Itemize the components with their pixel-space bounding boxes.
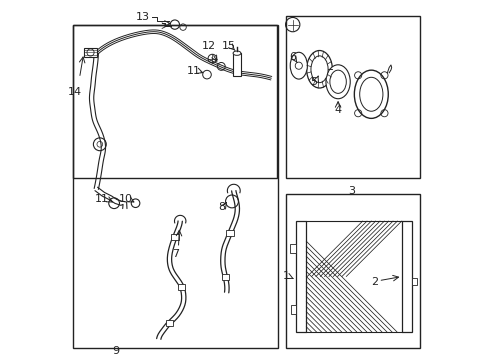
Bar xyxy=(83,48,97,57)
Text: 12: 12 xyxy=(202,41,215,51)
Bar xyxy=(285,194,419,348)
Text: 14: 14 xyxy=(68,87,81,98)
Text: 11: 11 xyxy=(95,194,109,203)
Text: 7: 7 xyxy=(172,249,179,259)
Bar xyxy=(401,221,411,332)
Text: 2: 2 xyxy=(370,277,378,287)
Bar xyxy=(226,230,233,236)
Ellipse shape xyxy=(325,65,349,99)
Bar xyxy=(296,221,305,332)
Bar xyxy=(233,53,241,76)
Text: 13: 13 xyxy=(135,12,149,22)
Text: 8: 8 xyxy=(218,202,225,212)
Text: 6: 6 xyxy=(288,52,296,62)
Text: 15: 15 xyxy=(221,41,235,51)
Ellipse shape xyxy=(354,70,387,118)
Bar xyxy=(305,221,401,332)
Text: 4: 4 xyxy=(334,105,341,115)
Bar xyxy=(171,234,178,240)
Ellipse shape xyxy=(359,77,382,111)
Ellipse shape xyxy=(306,50,332,88)
Bar xyxy=(289,244,296,253)
Ellipse shape xyxy=(233,51,241,55)
Text: 3: 3 xyxy=(347,186,354,197)
Text: 5: 5 xyxy=(310,77,317,87)
Text: 10: 10 xyxy=(119,194,133,203)
Text: 1: 1 xyxy=(282,271,289,281)
Bar xyxy=(411,278,417,285)
Ellipse shape xyxy=(310,56,327,83)
Bar xyxy=(178,284,185,289)
Ellipse shape xyxy=(329,70,346,93)
Bar xyxy=(73,24,276,178)
Bar xyxy=(73,24,278,348)
Text: 9: 9 xyxy=(112,346,119,356)
Text: 11: 11 xyxy=(186,66,201,76)
Bar xyxy=(221,274,228,279)
Bar xyxy=(165,320,173,326)
Ellipse shape xyxy=(290,52,307,79)
Bar xyxy=(290,305,296,314)
Bar xyxy=(285,16,419,178)
